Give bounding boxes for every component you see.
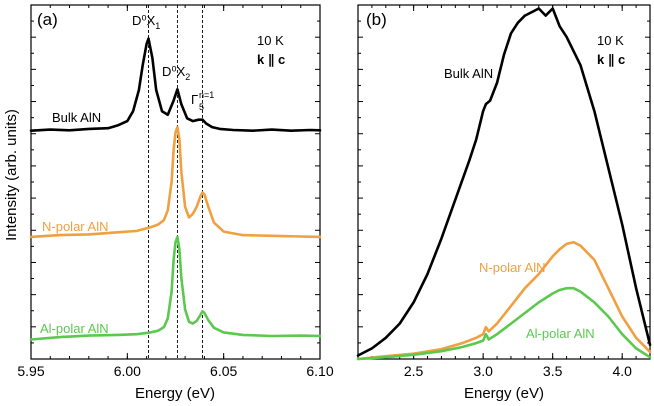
series-line-n-polar-aln [356,240,652,361]
x-tick-label: 5.95 [17,363,44,379]
x-tick-label: 6.10 [306,363,333,379]
series-line-al-polar-aln [356,286,652,361]
panel-a-curves [29,37,322,341]
panel-b-temperature: 10 K [597,33,624,48]
panel-b-series-label-npolar: N-polar AlN [479,260,545,275]
peak-gamma5-sup: n=1 [199,90,214,100]
peak-dox2-label: D⁰X2 [162,64,190,82]
series-line-al-polar-aln [29,235,322,341]
panel-b-label: (b) [366,10,387,29]
panel-b-series-label-alpolar: Al-polar AlN [526,326,595,341]
peak-gamma5-sub: 5 [199,102,204,112]
x-tick-label: 4.0 [612,363,632,379]
panel-a-reference-lines [148,5,203,359]
series-line-bulk-aln [356,7,652,357]
panel-a-x-axis-title: Energy (eV) [135,385,215,402]
y-axis-title: Intensity (arb. units) [3,109,20,241]
peak-dox1-label: D⁰X1 [132,13,160,31]
panel-b-x-axis-title: Energy (eV) [464,385,544,402]
series-line-bulk-aln [29,37,322,132]
panel-a-polarization: k ∥ c [257,52,285,67]
x-tick-label: 6.05 [210,363,237,379]
panel-a-ticks: 5.95 6.00 6.05 6.10 [17,5,334,379]
panel-a-series-label-alpolar: Al-polar AlN [40,321,109,336]
panel-b-polarization: k ∥ c [597,52,625,67]
x-tick-label: 3.0 [473,363,493,379]
peak-dox2-main: D⁰X [162,64,186,79]
panel-a-temperature: 10 K [257,33,284,48]
x-tick-label: 6.00 [114,363,141,379]
series-line-n-polar-aln [29,125,322,239]
panel-a-series-label-bulk: Bulk AlN [52,110,101,125]
peak-dox2-sub: 2 [185,72,190,82]
panel-b-curves [356,7,652,361]
peak-gamma5-label: Γ [191,92,198,107]
panel-b: 2.5 3.0 3.5 4.0 (b) 10 K k ∥ c Bulk AlN N-p… [356,4,652,402]
panel-a-label: (a) [37,10,58,29]
panel-a: 5.95 6.00 6.05 6.10 (a) 10 K k ∥ c D⁰X1 D⁰X… [17,4,334,402]
x-tick-label: 2.5 [404,363,424,379]
panel-b-series-label-bulk: Bulk AlN [444,66,493,81]
peak-dox1-main: D⁰X [132,13,156,28]
panel-a-series-label-npolar: N-polar AlN [42,219,108,234]
peak-dox1-sub: 1 [155,21,160,31]
panel-b-ticks: 2.5 3.0 3.5 4.0 [357,5,651,379]
x-tick-label: 3.5 [543,363,563,379]
